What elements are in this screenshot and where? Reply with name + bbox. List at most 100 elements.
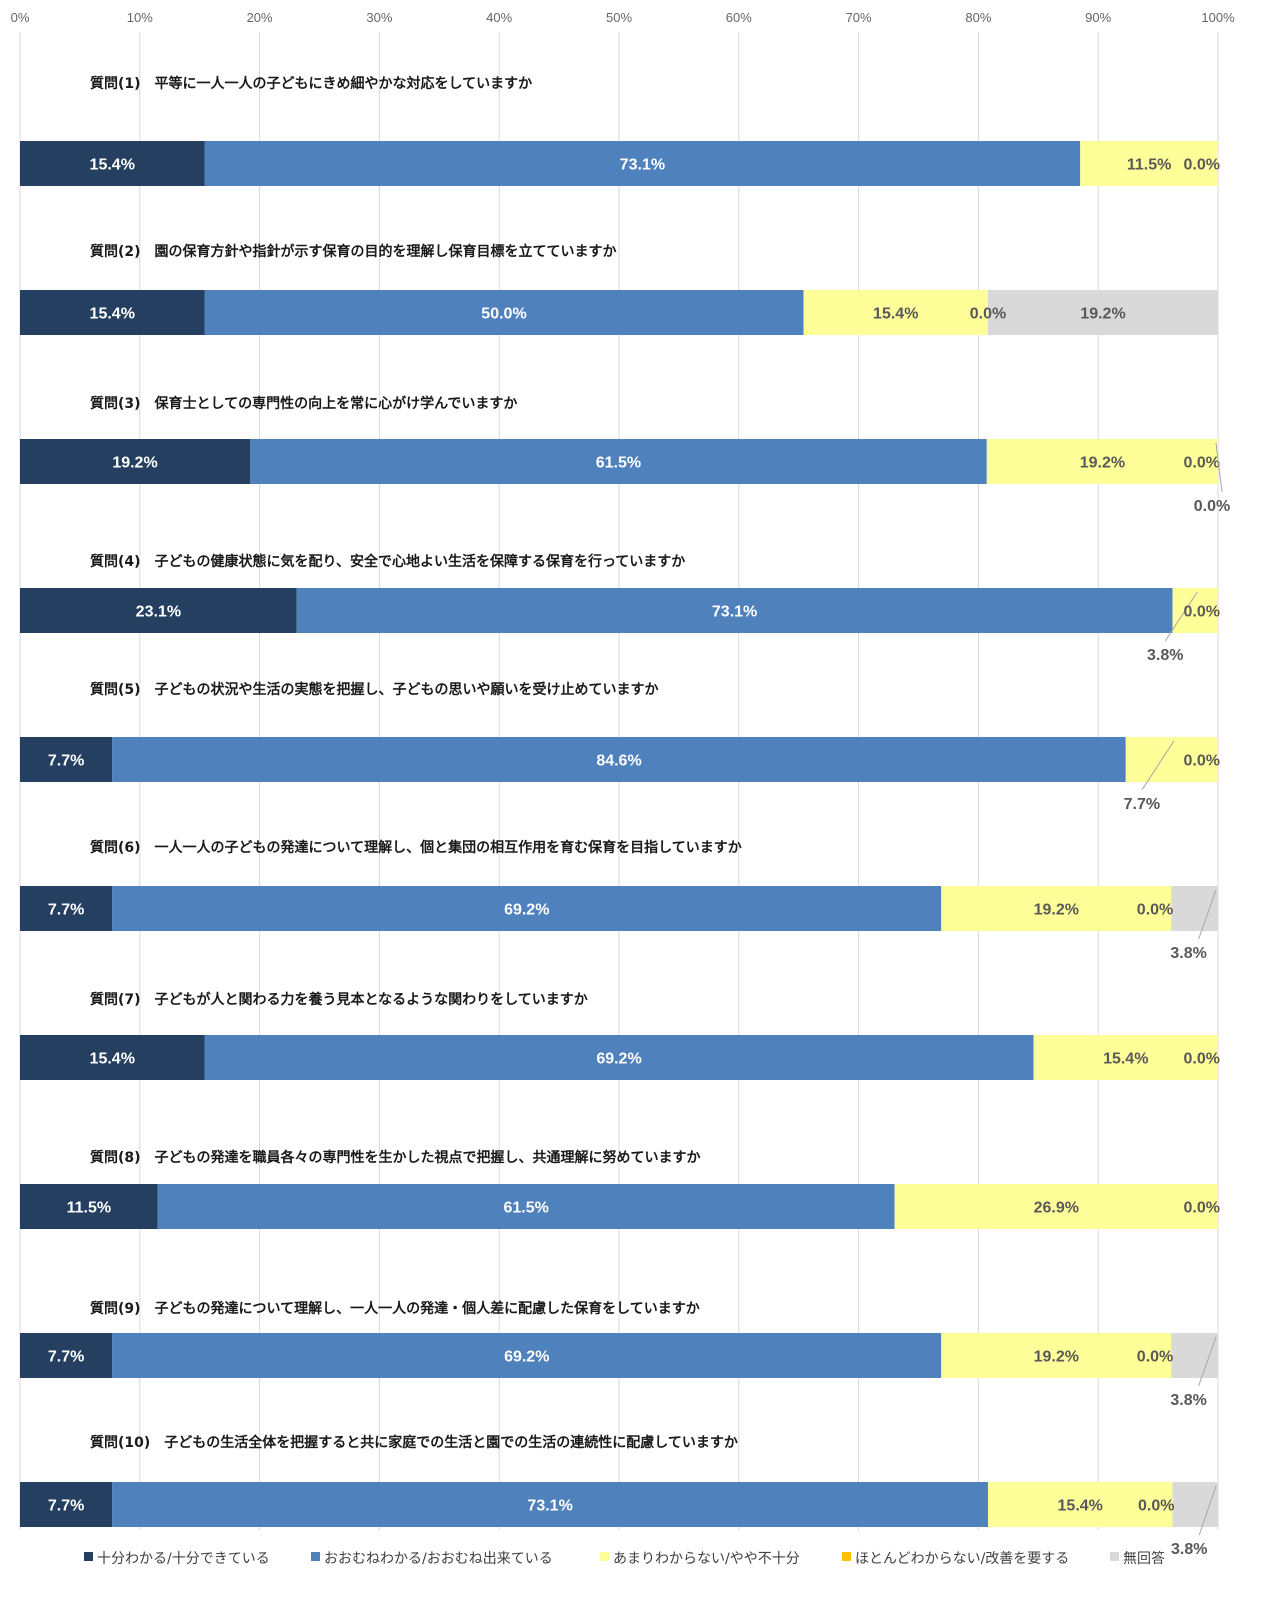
data-label: 7.7% — [1124, 796, 1160, 813]
legend-label: おおむねわかる/おおむね出来ている — [324, 1551, 553, 1567]
data-label: 3.8% — [1171, 1541, 1207, 1558]
data-label: 15.4% — [90, 306, 135, 323]
question-title: 質問(1) 平等に一人一人の子どもにきめ細やかな対応をしていますか — [90, 75, 532, 92]
bar-segment — [20, 886, 113, 931]
legend-swatch — [1110, 1552, 1119, 1561]
bar-segment — [204, 141, 1081, 186]
data-label: 0.0% — [1184, 604, 1220, 621]
bar-segment — [1171, 1333, 1218, 1378]
x-tick-label: 10% — [127, 10, 153, 25]
leader-line — [1141, 740, 1175, 791]
bar-segment — [20, 588, 297, 633]
bar-segment — [20, 439, 251, 484]
data-label: 7.7% — [48, 902, 84, 919]
data-label: 23.1% — [136, 604, 181, 621]
legend-label: 無回答 — [1123, 1550, 1165, 1567]
legend-swatch — [311, 1552, 320, 1561]
question-title: 質問(5) 子どもの状況や生活の実態を把握し、子どもの思いや願いを受け止めていま… — [90, 681, 659, 698]
bar-segment — [112, 1333, 942, 1378]
data-label: 50.0% — [481, 306, 526, 323]
bar-segment — [296, 588, 1173, 633]
data-label: 19.2% — [1080, 306, 1125, 323]
legend-swatch — [842, 1552, 851, 1561]
x-tick-label: 50% — [606, 10, 632, 25]
x-tick-label: 0% — [11, 10, 30, 25]
bar-segment — [20, 290, 205, 335]
data-label: 69.2% — [504, 902, 549, 919]
data-label: 61.5% — [596, 455, 641, 472]
bar-segment — [204, 1035, 1034, 1080]
question-title: 質問(2) 園の保育方針や指針が示す保育の目的を理解し保育目標を立てていますか — [90, 243, 617, 260]
leader-line — [1198, 1336, 1217, 1387]
bars — [20, 141, 1218, 1527]
data-label: 73.1% — [620, 157, 665, 174]
leader-line — [1215, 442, 1223, 493]
data-label: 7.7% — [48, 1498, 84, 1515]
question-title: 質問(7) 子どもが人と関わる力を養う見本となるような関わりをしていますか — [90, 991, 588, 1008]
bar-segment — [112, 737, 1126, 782]
data-label: 69.2% — [596, 1051, 641, 1068]
data-label: 0.0% — [1184, 753, 1220, 770]
legend-swatch — [84, 1552, 93, 1561]
data-label: 19.2% — [1034, 902, 1079, 919]
bar-segment — [1033, 1035, 1218, 1080]
data-label: 61.5% — [503, 1200, 548, 1217]
data-label: 0.0% — [1194, 498, 1230, 515]
data-label: 0.0% — [1137, 902, 1173, 919]
data-label: 0.0% — [1138, 1498, 1174, 1515]
data-label: 3.8% — [1147, 647, 1183, 664]
bar-segment — [941, 886, 1172, 931]
bar-segment — [112, 886, 942, 931]
data-label: 15.4% — [873, 306, 918, 323]
data-label: 0.0% — [1184, 157, 1220, 174]
data-label: 0.0% — [970, 306, 1006, 323]
x-tick-label: 90% — [1085, 10, 1111, 25]
x-tick-label: 60% — [726, 10, 752, 25]
leader-line — [1164, 591, 1198, 642]
x-tick-label: 40% — [486, 10, 512, 25]
data-label: 15.4% — [90, 157, 135, 174]
x-tick-label: 30% — [366, 10, 392, 25]
leader-line — [1198, 1485, 1217, 1536]
legend-label: ほとんどわからない/改善を要する — [855, 1551, 1069, 1567]
bar-segment — [112, 1482, 988, 1527]
data-label: 84.6% — [596, 753, 641, 770]
x-tick-label: 80% — [965, 10, 991, 25]
question-title: 質問(9) 子どもの発達について理解し、一人一人の発達・個人差に配慮した保育をし… — [90, 1300, 700, 1317]
leader-line — [1198, 889, 1217, 940]
question-title: 質問(8) 子どもの発達を職員各々の専門性を生かした視点で把握し、共通理解に努め… — [90, 1149, 701, 1166]
data-label: 11.5% — [67, 1200, 111, 1217]
bar-segment — [250, 439, 987, 484]
question-title: 質問(4) 子どもの健康状態に気を配り、安全で心地よい生活を保障する保育を行って… — [90, 553, 685, 570]
question-title: 質問(3) 保育士としての専門性の向上を常に心がけ学んでいますか — [90, 395, 517, 412]
data-label: 3.8% — [1170, 945, 1206, 962]
data-label: 0.0% — [1184, 455, 1220, 472]
data-label: 19.2% — [1080, 455, 1125, 472]
bar-segment — [204, 290, 804, 335]
data-label: 73.1% — [527, 1498, 572, 1515]
data-label: 7.7% — [48, 753, 84, 770]
data-label: 15.4% — [1103, 1051, 1148, 1068]
data-label: 69.2% — [504, 1349, 549, 1366]
bar-segment — [987, 290, 1218, 335]
x-axis-tick-labels: 0% 10% 20% 30% 40% 50% 60% 70% 80% 90% 100% — [11, 10, 1235, 25]
data-label: 0.0% — [1137, 1349, 1173, 1366]
bar-segment — [157, 1184, 895, 1229]
bar-segment — [1171, 886, 1218, 931]
data-label: 73.1% — [712, 604, 757, 621]
data-label: 11.5% — [1127, 157, 1171, 174]
bar-segment — [803, 290, 988, 335]
bar-segment — [20, 1482, 113, 1527]
data-labels: 15.4% 73.1% 11.5% 0.0% 15.4% 50.0% 15.4% 0.0% 19… — [48, 157, 1230, 1559]
legend-label: 十分わかる/十分できている — [97, 1551, 270, 1567]
data-label: 7.7% — [48, 1349, 84, 1366]
bar-segment — [20, 141, 205, 186]
bar-segment — [20, 1035, 205, 1080]
question-title: 質問(10) 子どもの生活全体を把握すると共に家庭での生活と園での生活の連続性に… — [90, 1434, 738, 1451]
data-label: 15.4% — [1058, 1498, 1103, 1515]
legend-swatch — [600, 1552, 609, 1561]
question-title: 質問(6) 一人一人の子どもの発達について理解し、個と集団の相互作用を育む保育を… — [90, 839, 742, 856]
bar-segment — [894, 1184, 1218, 1229]
